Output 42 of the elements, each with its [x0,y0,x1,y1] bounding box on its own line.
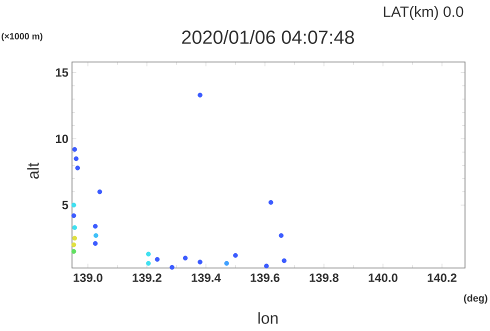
x-tick-label: 139.6 [250,274,280,282]
point [72,147,78,152]
x-tick-label: 140.2 [428,274,456,282]
text: LAT(km) 0.0 [384,6,464,20]
point [146,260,151,266]
text: (×1000 m) [2,32,42,42]
y-tick-label: 10 [56,134,68,144]
point [92,224,98,229]
point [198,92,202,98]
point [282,258,287,264]
point [72,225,78,230]
point [71,213,76,218]
point [71,249,76,254]
point [97,189,102,194]
y-axis-title: alt [27,162,39,179]
point [146,252,151,256]
y-tick-label: 5 [62,200,68,210]
y-tick-label: 15 [56,68,68,77]
point [224,260,230,266]
x-tick-label: 139.2 [132,274,162,282]
point [72,236,78,241]
point [75,166,80,170]
chart-title: 2020/01/06 04:07:48 [182,30,354,44]
text: (deg) [464,294,488,304]
point [74,156,79,162]
x-tick-label: 139.0 [74,274,102,282]
point [182,256,188,260]
x-tick-label: 139.8 [310,274,339,282]
x-axis-title: lon [258,312,278,324]
point [92,241,98,246]
point [154,256,160,262]
point [233,253,238,258]
point [94,233,98,238]
point [170,264,174,270]
point [71,242,76,248]
point [278,233,284,238]
x-tick-label: 139.4 [192,274,221,282]
point [198,260,202,264]
x-tick-label: 140.0 [368,274,398,282]
point [268,200,274,205]
point [264,264,269,268]
point [71,202,76,208]
